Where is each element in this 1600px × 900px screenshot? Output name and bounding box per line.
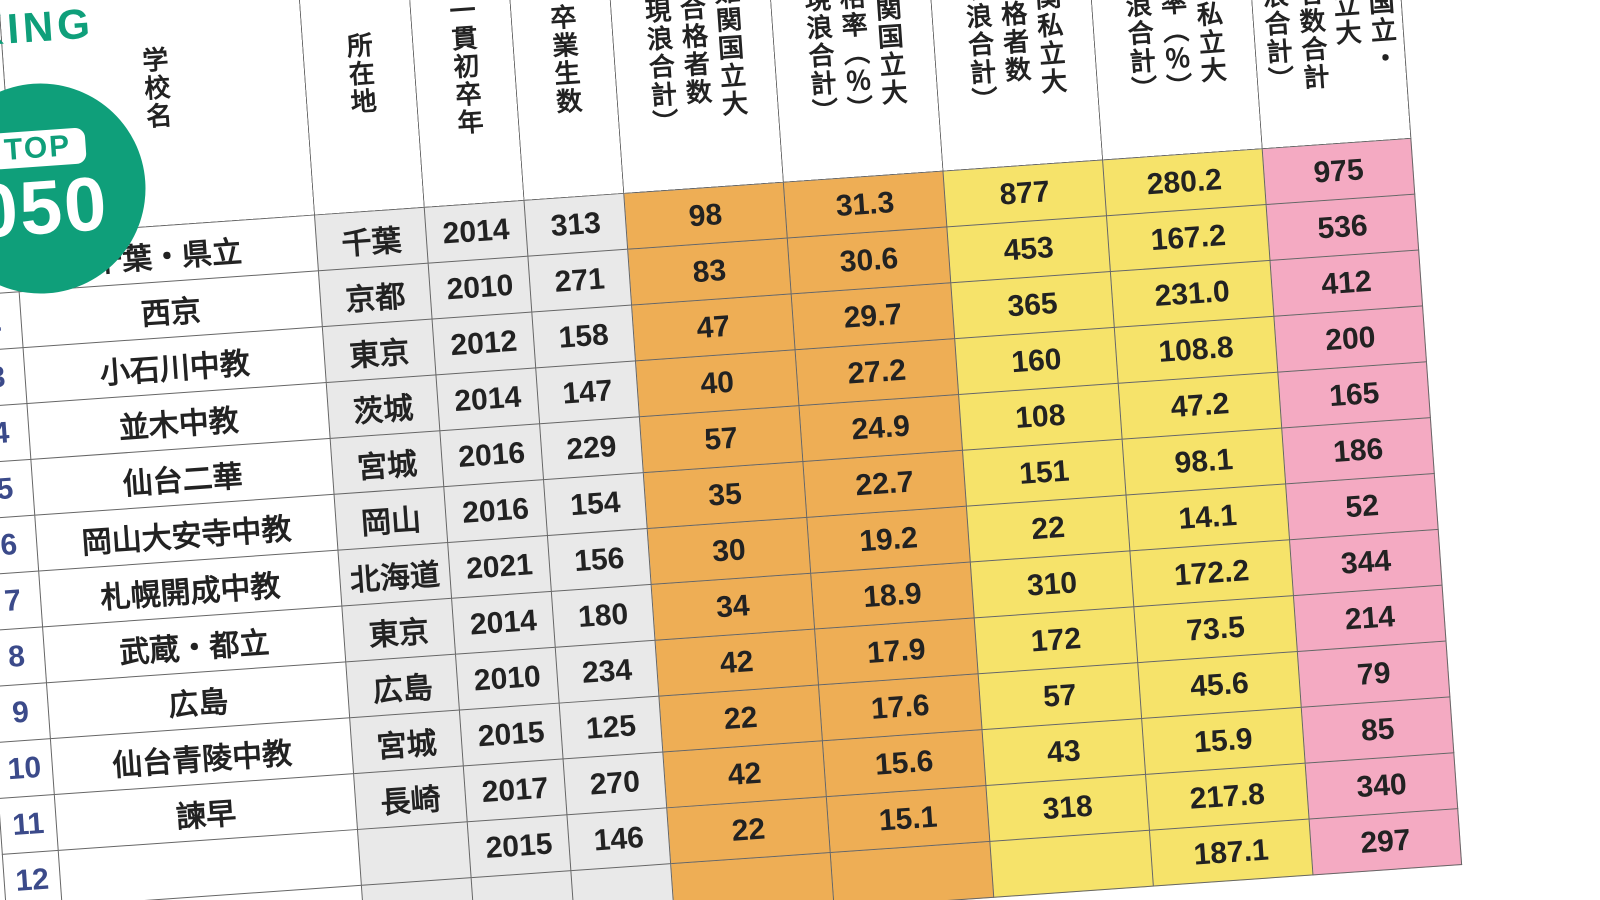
cell-rank: 6 — [0, 515, 39, 575]
cell-loc: 千葉 — [315, 207, 429, 271]
ranking-body: 1千葉・県立千葉20143139831.3877280.29752西京京都201… — [0, 138, 1462, 900]
cell-year: 2017 — [463, 759, 567, 822]
cell-grad: 146 — [567, 808, 671, 871]
cell-year: 2012 — [432, 312, 536, 375]
cell-grad: 156 — [547, 529, 651, 592]
cell-grad: 270 — [563, 752, 667, 815]
cell-loc: 東京 — [342, 598, 456, 662]
cell-total: 165 — [1278, 362, 1431, 428]
col-header-4: 卒業生数 — [505, 0, 624, 200]
col-header-7: 難関私立大合格者数（現浪合計） — [924, 0, 1102, 171]
cell-total: 79 — [1297, 641, 1450, 707]
cell-grad: 234 — [555, 640, 659, 703]
cell-total: 200 — [1274, 306, 1427, 372]
cell-grad: 180 — [551, 584, 655, 647]
col-header-label: 一貫初卒年 — [442, 0, 487, 138]
cell-rank: 7 — [0, 571, 43, 631]
cell-grad: 271 — [528, 249, 632, 312]
col-header-label: 難関国立大合格者数（現浪合計） — [636, 0, 753, 138]
cell-loc: 長崎 — [354, 766, 468, 830]
cell-year: 2015 — [467, 815, 571, 878]
cell-loc: 宮城 — [350, 710, 464, 774]
col-header-5: 難関国立大合格者数（現浪合計） — [605, 0, 783, 193]
cell-rank: 4 — [0, 403, 31, 463]
cell-loc: 京都 — [318, 263, 432, 327]
cell-total: 340 — [1305, 753, 1458, 819]
col-header-6: 難関国立大合格率（％）（現浪合計） — [765, 0, 943, 182]
cell-total: 85 — [1301, 697, 1454, 763]
cell-grad: 313 — [524, 193, 628, 256]
col-header-label: 所在地 — [339, 31, 380, 117]
cell-rank: 11 — [0, 795, 58, 855]
col-header-label: 難関私立大合格者数（現浪合計） — [955, 0, 1072, 116]
cell-total: 975 — [1262, 138, 1415, 204]
cell-grad: 125 — [559, 696, 663, 759]
col-header-2: 所在地 — [296, 0, 425, 215]
cell-total: 412 — [1270, 250, 1423, 316]
cell-grad: 154 — [544, 473, 648, 536]
col-header-8: 難関私立大合格率（％）（現浪合計） — [1084, 0, 1262, 160]
cell-total: 186 — [1282, 418, 1435, 484]
cell-rank: 9 — [0, 683, 50, 743]
cell-grad — [571, 864, 675, 900]
cell-total: 214 — [1293, 585, 1446, 651]
cell-rank: 8 — [0, 627, 46, 687]
cell-total: 344 — [1290, 529, 1443, 595]
cell-natl_r — [830, 841, 994, 900]
cell-loc: 茨城 — [326, 375, 440, 439]
cell-rank: 5 — [0, 459, 35, 519]
col-header-label: 卒業生数 — [543, 3, 586, 117]
cell-year: 2014 — [436, 368, 540, 431]
cell-priv_r: 187.1 — [1149, 819, 1313, 886]
cell-rank: 10 — [0, 739, 54, 799]
cell-year: 2016 — [444, 480, 548, 543]
cell-year: 2014 — [424, 200, 528, 263]
col-header-label: 難関国立・私立大合格者数合計（現浪合計） — [1251, 0, 1403, 95]
col-header-label: 難関私立大合格率（％）（現浪合計） — [1114, 0, 1231, 105]
col-header-1: 学校名 — [0, 0, 315, 236]
cell-year: 2015 — [459, 703, 563, 766]
cell-total: 536 — [1266, 194, 1419, 260]
col-header-label: 学校名 — [135, 45, 176, 131]
cell-loc: 広島 — [346, 654, 460, 718]
cell-rank: 12 — [2, 850, 62, 900]
cell-year: 2010 — [428, 256, 532, 319]
cell-total: 52 — [1286, 473, 1439, 539]
cell-grad: 158 — [532, 305, 636, 368]
cell-year: 2016 — [440, 424, 544, 487]
cell-loc: 東京 — [322, 319, 436, 383]
cell-priv_n — [990, 830, 1154, 897]
cell-year: 2014 — [452, 591, 556, 654]
cell-grad: 147 — [536, 361, 640, 424]
cell-year: 2021 — [448, 536, 552, 599]
ranking-table: 学校名 所在地 一貫初卒年 卒業生数 難関国立大合格者数（現浪合計） 難関国立大合格率（％… — [0, 0, 1463, 900]
cell-loc: 宮城 — [330, 431, 444, 495]
col-header-3: 一貫初卒年 — [405, 0, 524, 207]
cell-grad: 229 — [540, 417, 644, 480]
cell-loc: 北海道 — [338, 542, 452, 606]
cell-loc — [357, 822, 471, 886]
col-header-9: 難関国立・私立大合格者数合計（現浪合計） — [1243, 0, 1411, 149]
cell-total: 297 — [1309, 809, 1462, 875]
cell-loc: 岡山 — [334, 487, 448, 551]
col-header-label: 難関国立大合格率（％）（現浪合計） — [795, 0, 912, 127]
cell-year: 2010 — [455, 647, 559, 710]
